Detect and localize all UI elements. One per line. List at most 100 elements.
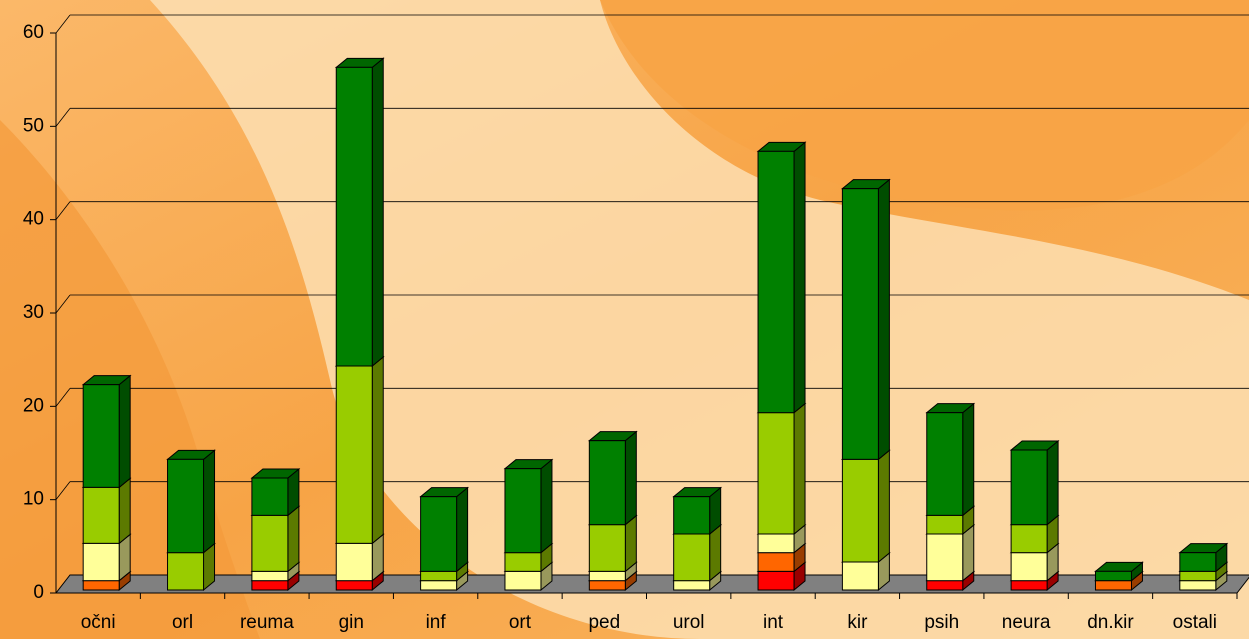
- bar-face: [588, 580, 626, 591]
- bar-face: [1010, 580, 1048, 591]
- bar-face: [504, 468, 542, 554]
- bar-face: [877, 178, 890, 461]
- bar-face: [504, 552, 542, 572]
- bar-face: [1010, 449, 1048, 526]
- x-tick-label: očni: [81, 612, 116, 633]
- bar-face: [118, 477, 131, 545]
- x-tick-label: int: [763, 612, 784, 633]
- x-tick-label: reuma: [240, 612, 294, 633]
- bar-face: [1179, 552, 1217, 572]
- bar-face: [251, 580, 289, 591]
- bar-face: [926, 533, 964, 582]
- bar-segment: [250, 505, 301, 573]
- bar-face: [420, 496, 458, 572]
- bar-face: [420, 580, 458, 591]
- bar-face: [504, 570, 542, 591]
- bar-face: [420, 570, 458, 582]
- bar-face: [251, 514, 289, 572]
- bar-face: [757, 552, 795, 572]
- grid-line: [55, 481, 71, 500]
- bar-face: [757, 570, 795, 591]
- bar-face: [1010, 552, 1048, 582]
- bar-face: [588, 524, 626, 572]
- bar-face: [82, 580, 120, 591]
- bar-segment: [756, 402, 807, 536]
- bar-face: [1094, 570, 1132, 582]
- grid-line: [55, 201, 71, 220]
- bar-face: [841, 188, 879, 460]
- bar-face: [1179, 580, 1217, 591]
- bar-face: [335, 580, 373, 591]
- bar-face: [1094, 580, 1132, 591]
- bar-face: [371, 57, 384, 368]
- y-tick-label: 20: [23, 395, 44, 416]
- bar-face: [287, 505, 300, 573]
- x-tick-label: dn.kir: [1087, 612, 1134, 633]
- bar-segment: [756, 141, 807, 414]
- bar-segment: [587, 430, 638, 526]
- y-tick-label: 40: [23, 209, 44, 230]
- bar-segment: [334, 57, 385, 368]
- bar-segment: [1094, 561, 1144, 582]
- bar-face: [371, 355, 384, 545]
- bar-segment: [840, 178, 891, 461]
- bar-face: [877, 449, 890, 564]
- bar-segment: [503, 458, 554, 554]
- bar-face: [203, 449, 216, 554]
- y-tick-label: 60: [23, 22, 44, 43]
- bar-segment: [250, 467, 301, 517]
- grid-line: [55, 388, 71, 407]
- bar-face: [926, 514, 964, 535]
- x-tick-label: psih: [924, 612, 959, 633]
- bar-segment: [840, 449, 891, 564]
- x-tick-label: urol: [673, 612, 705, 633]
- bar-segment: [81, 477, 132, 545]
- bar-face: [673, 580, 711, 591]
- bar-face: [167, 552, 205, 591]
- bar-face: [757, 412, 795, 535]
- bar-face: [962, 523, 975, 582]
- y-tick-label: 50: [23, 115, 44, 136]
- grid-line: [55, 14, 71, 34]
- bar-segment: [1178, 542, 1229, 573]
- y-tick-label: 10: [23, 489, 44, 510]
- bar-face: [82, 384, 120, 488]
- bar-face: [82, 486, 120, 544]
- bar-face: [1046, 439, 1059, 526]
- bar-face: [841, 561, 879, 591]
- bar-segment: [81, 374, 132, 489]
- bar-face: [757, 533, 795, 554]
- bar-face: [540, 458, 553, 554]
- x-tick-label: ped: [588, 612, 620, 633]
- bar-face: [118, 374, 131, 489]
- bar-face: [673, 496, 711, 535]
- bar-face: [673, 533, 711, 582]
- bar-face: [926, 580, 964, 591]
- bar-face: [793, 402, 806, 536]
- x-tick-label: kir: [847, 612, 868, 633]
- background-swirl: [600, 0, 1249, 211]
- bar-face: [1010, 524, 1048, 554]
- bar-face: [167, 458, 205, 554]
- bar-face: [456, 486, 469, 573]
- bar-face: [82, 542, 120, 582]
- bar-segment: [672, 486, 723, 536]
- bar-segment: [1009, 439, 1060, 526]
- bar-face: [793, 141, 806, 414]
- bar-face: [841, 458, 879, 563]
- bar-face: [624, 514, 637, 573]
- bar-face: [757, 150, 795, 414]
- grid-line: [55, 108, 71, 127]
- bar-face: [926, 412, 964, 516]
- plot: 0 10 20 30 40 50 60 očni orl reuma gin inf ort ped uro…: [23, 14, 1249, 633]
- bar-face: [335, 365, 373, 544]
- x-tick-label: ort: [509, 612, 532, 633]
- grid-line: [55, 294, 71, 314]
- floor: [54, 574, 1249, 594]
- x-tick-label: neura: [1002, 612, 1051, 633]
- bar-face: [962, 402, 975, 517]
- bar-face: [709, 523, 722, 582]
- bar-face: [251, 570, 289, 582]
